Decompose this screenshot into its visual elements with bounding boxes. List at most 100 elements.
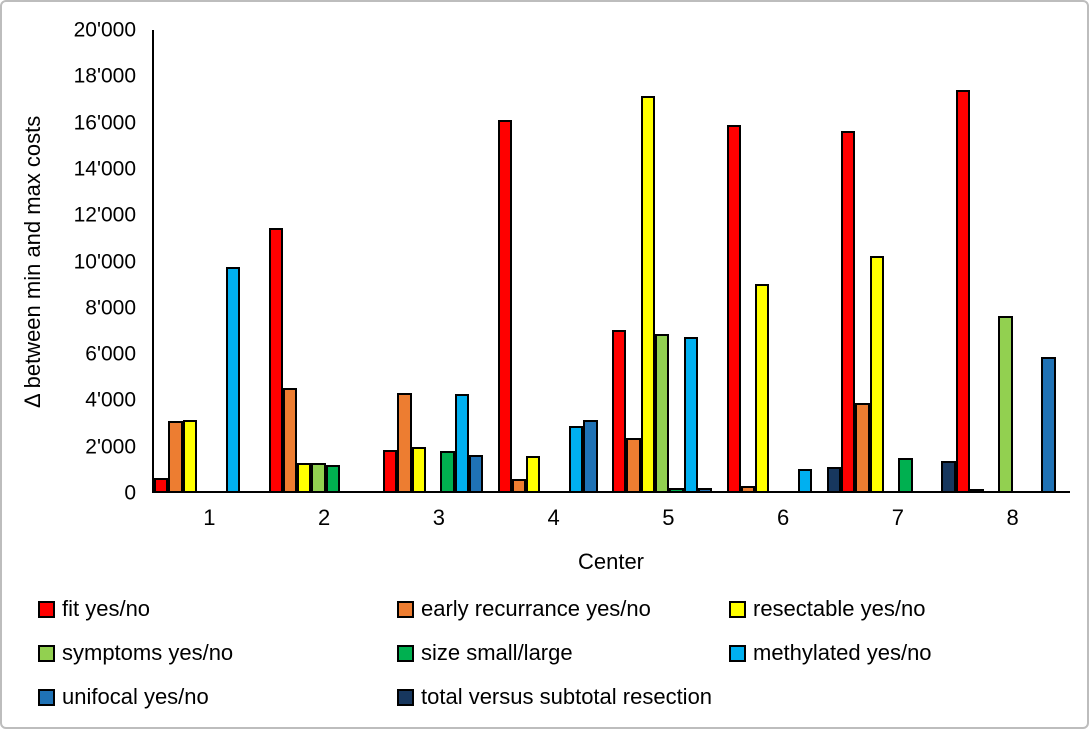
bar-group-center-3 xyxy=(383,30,498,491)
bar xyxy=(726,124,741,491)
legend-swatch-icon xyxy=(729,644,746,662)
bar-slot xyxy=(211,30,225,491)
bar-slot xyxy=(225,30,240,491)
y-tick-label: 8'000 xyxy=(85,296,136,320)
bar xyxy=(626,438,641,491)
bar-slot xyxy=(340,30,354,491)
bar-slot xyxy=(913,30,927,491)
bar xyxy=(497,119,512,491)
bar-slot xyxy=(1027,30,1041,491)
bar-slot xyxy=(898,30,913,491)
bar-slot xyxy=(354,30,368,491)
bar-slot xyxy=(583,30,598,491)
bar xyxy=(869,255,884,491)
bar xyxy=(697,487,713,491)
legend-item: fit yes/no xyxy=(38,594,397,624)
bar xyxy=(755,283,770,491)
legend-swatch-icon xyxy=(729,600,746,618)
y-tick-label: 10'000 xyxy=(73,250,136,273)
bar-slot xyxy=(511,30,527,491)
bar-slot xyxy=(841,30,856,491)
bar-slot xyxy=(311,30,326,491)
bar-group-center-4 xyxy=(497,30,613,491)
bar-slot xyxy=(526,30,541,491)
y-tick-label: 20'000 xyxy=(73,18,136,42)
bar xyxy=(941,461,956,491)
bar xyxy=(397,393,412,491)
x-axis-tick-labels: 1 2 3 4 5 6 7 8 xyxy=(152,505,1070,531)
bar-slot xyxy=(598,30,612,491)
bar-slot xyxy=(383,30,398,491)
y-tick-label: 2'000 xyxy=(85,435,136,459)
bar-slot xyxy=(440,30,455,491)
bar xyxy=(969,488,985,491)
bar-slot xyxy=(168,30,183,491)
bar xyxy=(440,450,455,491)
legend-swatch-icon xyxy=(38,600,55,618)
y-tick-label: 0 xyxy=(124,481,136,505)
bar-slot xyxy=(540,30,554,491)
bar xyxy=(411,447,426,491)
y-tick-label: 18'000 xyxy=(73,64,136,88)
bar xyxy=(268,228,283,491)
bar xyxy=(225,267,240,491)
legend-swatch-icon xyxy=(397,600,414,618)
y-tick-label: 6'000 xyxy=(85,342,136,366)
legend-swatch-icon xyxy=(397,688,414,706)
y-tick-label: 4'000 xyxy=(85,388,136,412)
bar xyxy=(998,315,1013,491)
bar-group-center-8 xyxy=(955,30,1071,491)
bar-slot xyxy=(984,30,998,491)
legend-item: methylated yes/no xyxy=(729,638,1068,668)
bar xyxy=(383,449,398,491)
x-tick-label-center-4: 4 xyxy=(547,505,560,530)
y-axis-tick-labels: 0 2'000 4'000 6'000 8'000 10'000 12'000 14'000 1… xyxy=(2,20,136,504)
bar-slot xyxy=(369,30,383,491)
legend-item: symptoms yes/no xyxy=(38,638,397,668)
x-tick-label-center-7: 7 xyxy=(891,505,904,530)
bar-slot xyxy=(154,30,169,491)
bar xyxy=(583,419,598,491)
bar-slot xyxy=(240,30,254,491)
legend-item-label: early recurrance yes/no xyxy=(421,596,651,621)
x-tick-label-center-5: 5 xyxy=(662,505,675,530)
bar-slot xyxy=(497,30,512,491)
legend-item: early recurrance yes/no xyxy=(397,594,729,624)
x-tick-label-center-6: 6 xyxy=(777,505,790,530)
legend: fit yes/no early recurrance yes/no resecta… xyxy=(38,594,1068,712)
bar-slot xyxy=(268,30,283,491)
bar-slot xyxy=(769,30,783,491)
bar-group-center-7 xyxy=(841,30,956,491)
bar xyxy=(526,456,541,491)
bar xyxy=(841,131,856,491)
bar-slot xyxy=(1013,30,1027,491)
bar-slot xyxy=(697,30,713,491)
bar-slot xyxy=(826,30,841,491)
legend-item: unifocal yes/no xyxy=(38,682,397,712)
bar-slot xyxy=(426,30,440,491)
bar xyxy=(898,457,913,491)
y-tick-label: 16'000 xyxy=(73,111,136,135)
bar xyxy=(669,487,684,491)
bar-slot xyxy=(297,30,312,491)
bar-slot xyxy=(784,30,798,491)
legend-item-label: unifocal yes/no xyxy=(62,684,209,709)
bar-slot xyxy=(626,30,641,491)
bar-slot xyxy=(468,30,484,491)
plot-area xyxy=(152,30,1070,493)
bar xyxy=(182,419,197,491)
bar-slot xyxy=(869,30,884,491)
bar xyxy=(154,478,169,491)
bar-slot xyxy=(812,30,826,491)
bar xyxy=(855,403,870,491)
bar xyxy=(612,329,627,491)
x-axis-title: Center xyxy=(577,549,645,574)
bar-slot xyxy=(755,30,770,491)
bar-slot xyxy=(182,30,197,491)
bar-slot xyxy=(197,30,211,491)
bar-slot xyxy=(669,30,684,491)
bar-slot xyxy=(740,30,756,491)
bar-slot xyxy=(1041,30,1056,491)
bar xyxy=(740,486,756,491)
